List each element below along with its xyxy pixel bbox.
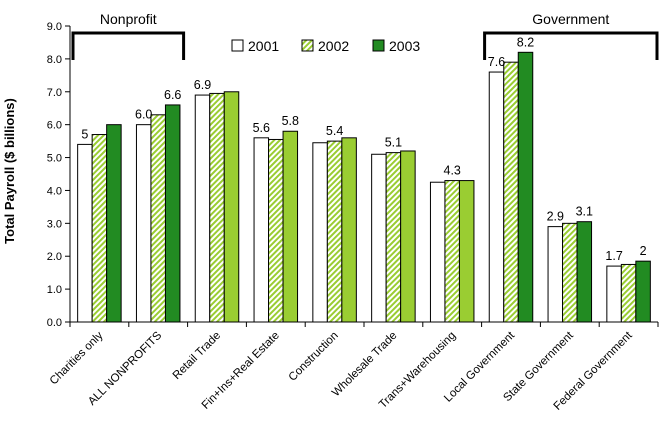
data-label: 5.6 [253,121,270,135]
bar-2003 [164,104,181,323]
legend-swatch-2001 [231,39,244,52]
y-tick-label: 9.0 [47,21,62,33]
bar-2003 [517,51,534,323]
legend-label-2001: 2001 [248,38,279,54]
bar-2002 [620,263,637,323]
data-label: 2.9 [547,210,564,224]
y-tick-label: 4.0 [47,185,62,197]
bar-2001 [606,265,622,323]
data-label: 5.1 [385,136,402,150]
bars [77,51,651,323]
bar-2001 [194,94,211,323]
bar-2003 [282,130,299,323]
bar-2003 [341,137,357,323]
bar-2002 [209,92,225,323]
legend-swatch-2003 [372,39,385,52]
y-axis-label: Total Payroll ($ billions) [2,98,17,244]
x-category-label: Construction [287,330,341,384]
bar-2003 [400,150,416,323]
data-label: 6.9 [194,78,211,92]
bar-2001 [77,143,93,323]
group-bracket [71,31,186,60]
data-label: 7.6 [488,55,505,69]
x-category-label: Wholesale Trade [330,330,400,400]
legend: 2001 2002 2003 [231,38,420,54]
bar-2002 [150,114,166,323]
data-label: 3.1 [576,205,593,219]
data-label: 6.0 [135,108,152,122]
y-tick-label: 2.0 [47,251,62,263]
bar-2002 [268,138,284,323]
bar-2002 [503,61,519,323]
bar-2003 [223,91,240,323]
y-tick-label: 7.0 [47,87,62,99]
legend-swatch-2002 [301,39,314,52]
bar-2003 [106,124,122,323]
data-label: 4.3 [444,164,461,178]
x-category-label: Charities only [48,329,106,387]
data-label: 5 [81,127,88,141]
bar-2003 [635,260,651,323]
bar-2001 [429,181,446,323]
y-tick-label: 0.0 [47,317,62,329]
y-tick-label: 8.0 [47,54,62,66]
bar-2003 [458,180,475,323]
bar-2001 [547,226,564,323]
data-labels: 5 6.0 6.6 6.9 5.6 5.8 5.4 5.1 4.3 7.6 8.2 2.9 3.1 1.7… [81,35,646,263]
bar-2003 [576,221,593,323]
data-label: 5.4 [326,124,343,138]
legend-label-2002: 2002 [318,38,349,54]
bar-2001 [135,124,152,323]
bar-2002 [385,152,402,323]
bar-2002 [91,134,108,323]
group-bracket [483,31,659,60]
bar-2001 [253,137,270,323]
bar-2002 [444,180,460,323]
y-tick-label: 5.0 [47,153,62,165]
data-label: 6.6 [164,88,181,102]
data-label: 2 [640,244,647,258]
y-tick-label: 6.0 [47,120,62,132]
bar-2001 [371,153,387,323]
group-title: Nonprofit [100,11,157,27]
bar-2001 [312,142,328,323]
y-tick-label: 1.0 [47,284,62,296]
data-label: 1.7 [605,249,622,263]
y-tick-label: 3.0 [47,218,62,230]
data-label: 8.2 [517,35,534,49]
legend-label-2003: 2003 [389,38,420,54]
group-brackets: Nonprofit Government [71,11,659,60]
data-label: 5.8 [282,114,299,128]
x-category-label: Retail Trade [171,330,223,382]
bar-2001 [488,71,505,323]
group-title: Government [532,11,609,27]
bar-2002 [562,222,578,323]
bar-2002 [326,140,343,323]
